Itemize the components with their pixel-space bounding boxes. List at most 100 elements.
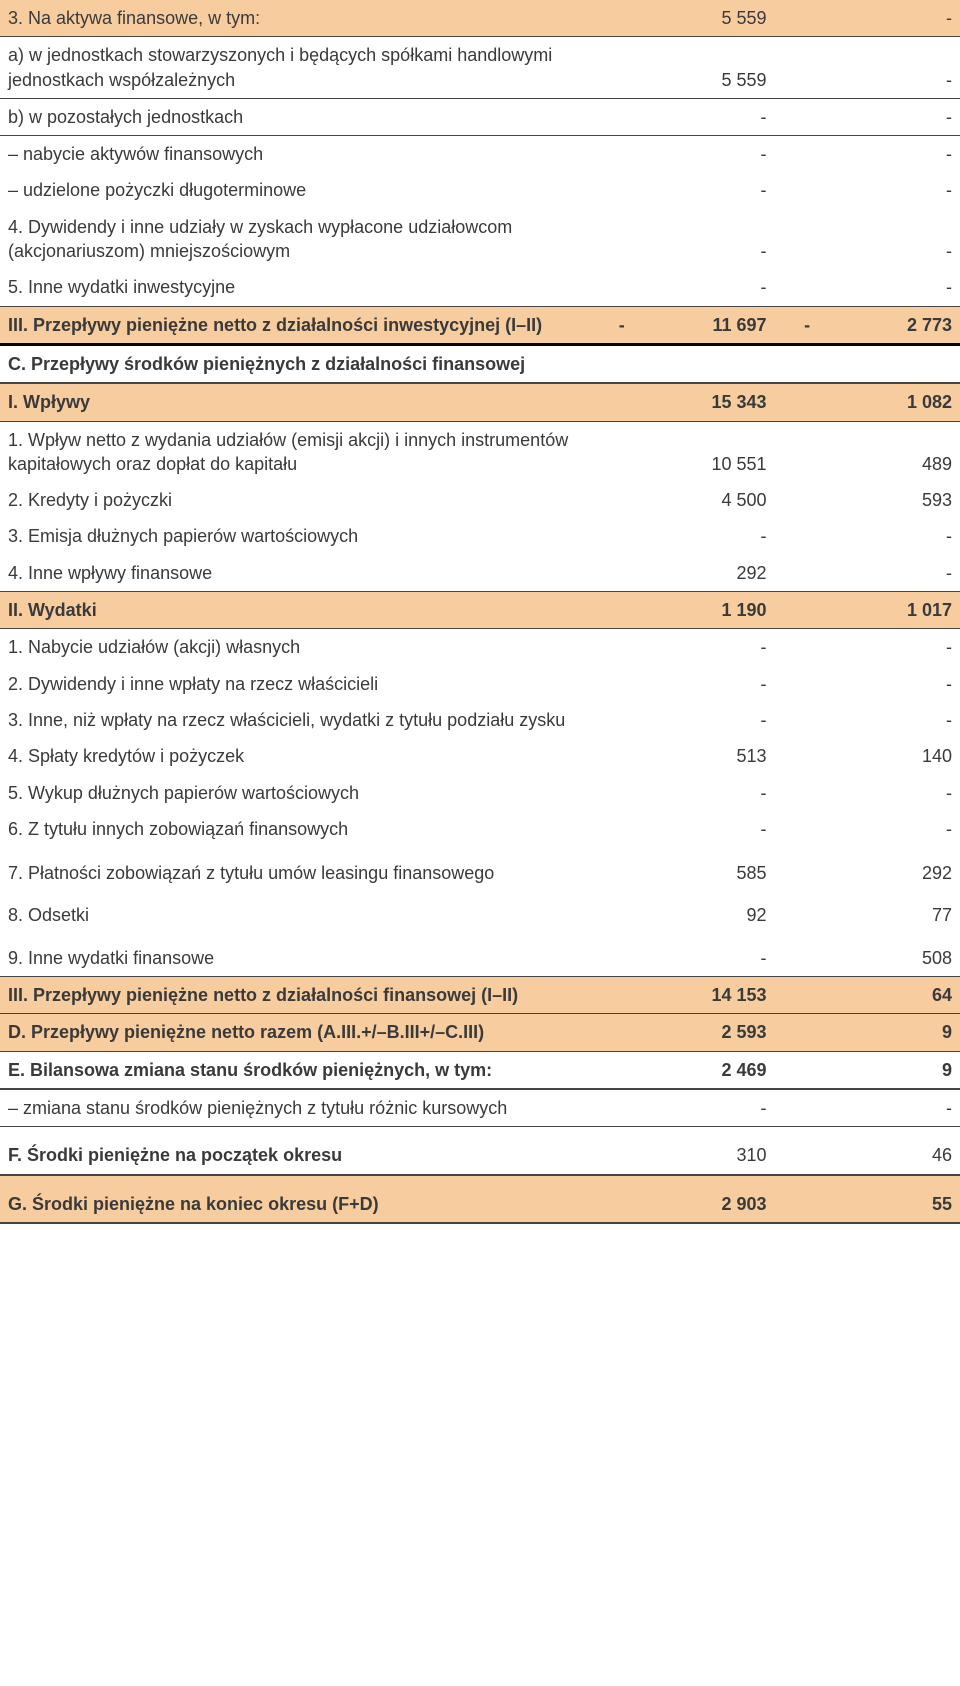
cell-val2: 46 [818,1127,960,1175]
cell-val2: - [818,811,960,847]
cell-val2: - [818,775,960,811]
cell-val1: 10 551 [633,421,775,482]
cell-val2: 292 [818,847,960,891]
cell-val2: 77 [818,891,960,933]
cell-val2: - [818,0,960,37]
cell-val1: - [633,209,775,270]
cell-val2: 9 [818,1051,960,1089]
cell-label: 5. Inne wydatki inwestycyjne [0,269,589,306]
cell-val2: 140 [818,738,960,774]
cell-label: 4. Spłaty kredytów i pożyczek [0,738,589,774]
cashflow-table: 3. Na aktywa finansowe, w tym: 5 559 - a… [0,0,960,1224]
row-b-iii: III. Przepływy pieniężne netto z działal… [0,306,960,344]
cell-label: 6. Z tytułu innych zobowiązań finansowyc… [0,811,589,847]
row-c-i-4: 4. Inne wpływy finansowe 292 - [0,555,960,592]
cell-label: F. Środki pieniężne na początek okresu [0,1127,589,1175]
cell-label: II. Wydatki [0,592,589,629]
cell-val2: 2 773 [818,306,960,344]
cell-label: 9. Inne wydatki finansowe [0,934,589,977]
cell-val1: 292 [633,555,775,592]
cell-val2: - [818,269,960,306]
cell-label: – zmiana stanu środków pieniężnych z tyt… [0,1089,589,1127]
cell-label: E. Bilansowa zmiana stanu środków pienię… [0,1051,589,1089]
row-g: G. Środki pieniężne na koniec okresu (F+… [0,1175,960,1223]
cell-val1: 92 [633,891,775,933]
row-d: D. Przepływy pieniężne netto razem (A.II… [0,1014,960,1051]
cell-label: D. Przepływy pieniężne netto razem (A.II… [0,1014,589,1051]
cell-label: 4. Inne wpływy finansowe [0,555,589,592]
row-e: E. Bilansowa zmiana stanu środków pienię… [0,1051,960,1089]
cell-val1: - [633,1089,775,1127]
row-c-ii-4: 4. Spłaty kredytów i pożyczek 513 140 [0,738,960,774]
cell-label: – nabycie aktywów finansowych [0,136,589,173]
cell-val1: 11 697 [633,306,775,344]
row-c-ii-9: 9. Inne wydatki finansowe - 508 [0,934,960,977]
cell-sign1 [589,0,633,37]
row-b-3b-1: – nabycie aktywów finansowych - - [0,136,960,173]
cell-sign2 [775,0,819,37]
cell-val2: - [818,136,960,173]
cell-val2: - [818,702,960,738]
cell-label: 5. Wykup dłużnych papierów wartościowych [0,775,589,811]
cell-val1: 1 190 [633,592,775,629]
cell-val2: 489 [818,421,960,482]
cell-label: 1. Wpływ netto z wydania udziałów (emisj… [0,421,589,482]
cell-label: 8. Odsetki [0,891,589,933]
cell-val2: - [818,1089,960,1127]
cell-label: I. Wpływy [0,383,589,421]
row-c-title: C. Przepływy środków pieniężnych z dział… [0,344,960,383]
cell-label: 1. Nabycie udziałów (akcji) własnych [0,629,589,666]
cell-val1: 15 343 [633,383,775,421]
cell-val1: - [633,518,775,554]
row-c-ii-1: 1. Nabycie udziałów (akcji) własnych - - [0,629,960,666]
cell-val2: - [818,518,960,554]
cell-val2: 55 [818,1175,960,1223]
cell-sign2: - [775,306,819,344]
cell-val1: 14 153 [633,977,775,1014]
cell-val2: - [818,555,960,592]
row-c-i-2: 2. Kredyty i pożyczki 4 500 593 [0,482,960,518]
row-f: F. Środki pieniężne na początek okresu 3… [0,1127,960,1175]
row-c-ii-2: 2. Dywidendy i inne wpłaty na rzecz właś… [0,666,960,702]
cell-val1: - [633,98,775,135]
cell-label: III. Przepływy pieniężne netto z działal… [0,306,589,344]
cell-val1: - [633,136,775,173]
row-c-i: I. Wpływy 15 343 1 082 [0,383,960,421]
cell-val1: 513 [633,738,775,774]
cell-sign1: - [589,306,633,344]
cell-label: 2. Dywidendy i inne wpłaty na rzecz właś… [0,666,589,702]
cell-val1: 585 [633,847,775,891]
row-b-3b-2: – udzielone pożyczki długoterminowe - - [0,172,960,208]
cell-val2: - [818,629,960,666]
row-c-i-3: 3. Emisja dłużnych papierów wartościowyc… [0,518,960,554]
row-b-3: 3. Na aktywa finansowe, w tym: 5 559 - [0,0,960,37]
cell-val1: - [633,666,775,702]
row-b-3b: b) w pozostałych jednostkach - - [0,98,960,135]
cell-label: 2. Kredyty i pożyczki [0,482,589,518]
row-b-4: 4. Dywidendy i inne udziały w zyskach wy… [0,209,960,270]
cell-val1: 4 500 [633,482,775,518]
cell-val1: 310 [633,1127,775,1175]
cell-val2: 64 [818,977,960,1014]
cell-val1: - [633,775,775,811]
cell-val2: - [818,98,960,135]
cell-val1: 5 559 [633,37,775,99]
cell-val2: 1 017 [818,592,960,629]
cell-val1: - [633,934,775,977]
cell-val2: 508 [818,934,960,977]
cell-label: 3. Na aktywa finansowe, w tym: [0,0,589,37]
cell-val1: 2 903 [633,1175,775,1223]
cell-val2: - [818,37,960,99]
row-c-ii-7: 7. Płatności zobowiązań z tytułu umów le… [0,847,960,891]
cell-label: 4. Dywidendy i inne udziały w zyskach wy… [0,209,589,270]
cell-val2: 1 082 [818,383,960,421]
row-b-5: 5. Inne wydatki inwestycyjne - - [0,269,960,306]
cell-val1: - [633,269,775,306]
row-e-1: – zmiana stanu środków pieniężnych z tyt… [0,1089,960,1127]
cell-val2: - [818,172,960,208]
cell-label: G. Środki pieniężne na koniec okresu (F+… [0,1175,589,1223]
cell-label: III. Przepływy pieniężne netto z działal… [0,977,589,1014]
cell-label: – udzielone pożyczki długoterminowe [0,172,589,208]
cell-val1: 2 593 [633,1014,775,1051]
cell-val1: - [633,629,775,666]
